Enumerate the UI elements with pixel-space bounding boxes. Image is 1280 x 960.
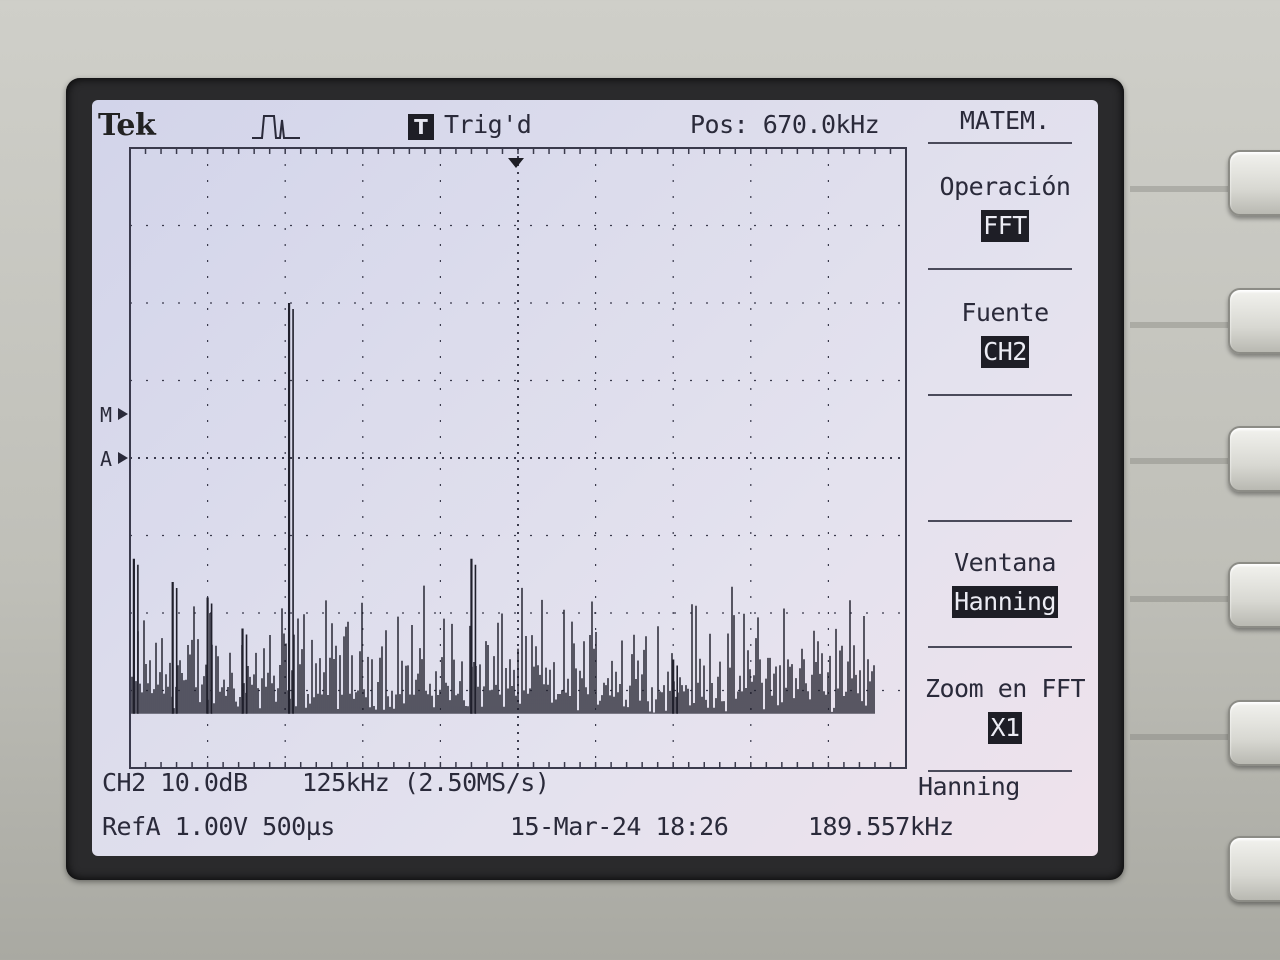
menu-button-6[interactable] [1228, 836, 1280, 902]
button-shadow [1130, 322, 1230, 328]
menu-title: MATEM. [959, 106, 1051, 135]
menu-operation-value[interactable]: FFT [981, 210, 1029, 242]
frequency-readout: 189.557kHz [808, 812, 954, 841]
menu-separator [928, 394, 1072, 396]
fft-noise-floor [131, 585, 875, 714]
refa-readout: RefA 1.00V 500µs [102, 812, 335, 841]
fft-plot: M A [100, 147, 907, 769]
menu-button-3[interactable] [1228, 426, 1280, 492]
button-shadow [1130, 734, 1230, 740]
menu-zoom-value[interactable]: X1 [988, 712, 1022, 744]
datetime-readout: 15-Mar-24 18:26 [510, 812, 729, 841]
math-ground-marker: M [100, 403, 112, 427]
math-marker-arrow-icon [118, 408, 128, 420]
menu-separator [928, 770, 1072, 772]
trigger-position-marker [508, 158, 524, 168]
math-menu: MATEM. Operación FFT Fuente CH2 Ventana … [912, 100, 1098, 856]
menu-button-5[interactable] [1228, 700, 1280, 766]
menu-separator [928, 142, 1072, 144]
graticule [129, 147, 907, 769]
fft-trace [131, 303, 875, 714]
ref-marker-arrow-icon [118, 452, 128, 464]
menu-separator [928, 520, 1072, 522]
menu-window-label: Ventana [954, 548, 1056, 577]
menu-operation-label: Operación [939, 172, 1071, 201]
ch2-scale-readout: CH2 10.0dB [102, 768, 248, 797]
menu-button-1[interactable] [1228, 150, 1280, 216]
tek-logo: Tek [98, 108, 156, 143]
button-shadow [1130, 458, 1230, 464]
scope-screen: Tek T Trig'd Pos: 670.0kHz M A MATEM. Op… [92, 100, 1098, 856]
window-readout: Hanning [918, 772, 1020, 801]
menu-button-4[interactable] [1228, 562, 1280, 628]
menu-separator [928, 268, 1072, 270]
trigger-badge: T [408, 114, 434, 140]
button-shadow [1130, 186, 1230, 192]
menu-zoom-label: Zoom en FFT [924, 674, 1086, 703]
menu-window-value[interactable]: Hanning [952, 586, 1058, 618]
acquisition-waveform-icon [252, 115, 300, 139]
position-readout: Pos: 670.0kHz [690, 110, 880, 139]
menu-button-2[interactable] [1228, 288, 1280, 354]
trigger-status: Trig'd [444, 110, 532, 139]
button-shadow [1130, 596, 1230, 602]
fft-span-readout: 125kHz (2.50MS/s) [302, 768, 550, 797]
menu-source-value[interactable]: CH2 [981, 336, 1029, 368]
menu-source-label: Fuente [961, 298, 1049, 327]
ref-a-marker: A [100, 447, 112, 471]
menu-separator [928, 646, 1072, 648]
